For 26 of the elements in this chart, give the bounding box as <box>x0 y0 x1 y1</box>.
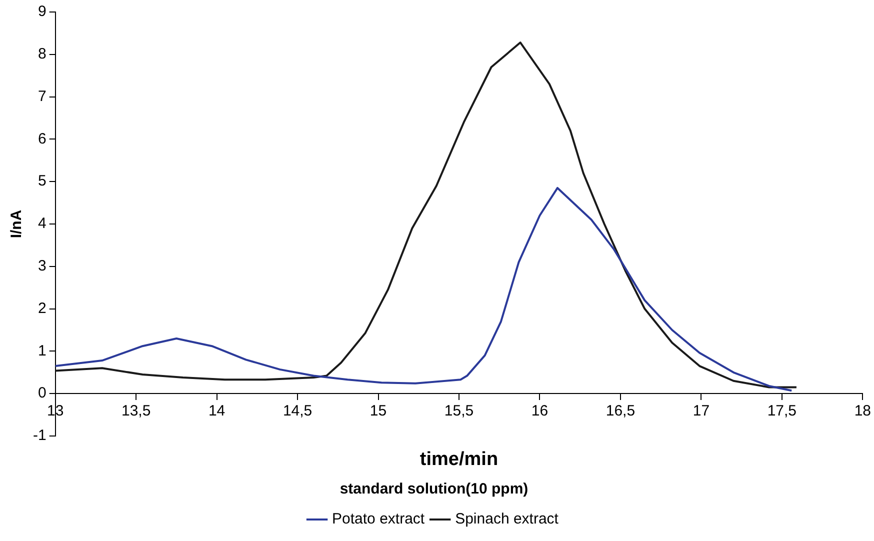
y-tick-label: 1 <box>38 342 46 360</box>
x-axis-title: time/min <box>420 449 498 470</box>
y-tick-label: -1 <box>32 427 46 444</box>
x-tick-label: 15,5 <box>444 402 474 420</box>
y-tick-label: 2 <box>38 300 46 317</box>
legend-label: Spinach extract <box>455 510 560 528</box>
x-tick-label: 18 <box>854 402 871 420</box>
y-tick-label: 4 <box>38 215 46 232</box>
x-tick-label: 17,5 <box>767 402 797 420</box>
x-tick-label: 16 <box>531 402 548 420</box>
x-tick-label: 14,5 <box>282 402 312 420</box>
y-tick-label: 0 <box>38 384 46 402</box>
x-tick-label: 16,5 <box>606 402 636 420</box>
legend-label: Potato extract <box>332 510 426 528</box>
y-tick-label: 3 <box>38 258 46 275</box>
y-tick-label: 5 <box>38 172 46 190</box>
x-tick-label: 17 <box>692 402 710 420</box>
x-tick-label: 13,5 <box>121 402 151 420</box>
x-tick-label: 15 <box>370 402 387 420</box>
y-tick-label: 9 <box>38 3 46 20</box>
x-tick-label: 14 <box>208 402 226 420</box>
y-tick-label: 6 <box>38 130 46 148</box>
y-tick-label: 8 <box>38 46 46 63</box>
text: standard solution(10 ppm) <box>340 480 528 498</box>
y-axis-title: I/nA <box>8 210 26 238</box>
y-tick-label: 7 <box>38 88 46 105</box>
